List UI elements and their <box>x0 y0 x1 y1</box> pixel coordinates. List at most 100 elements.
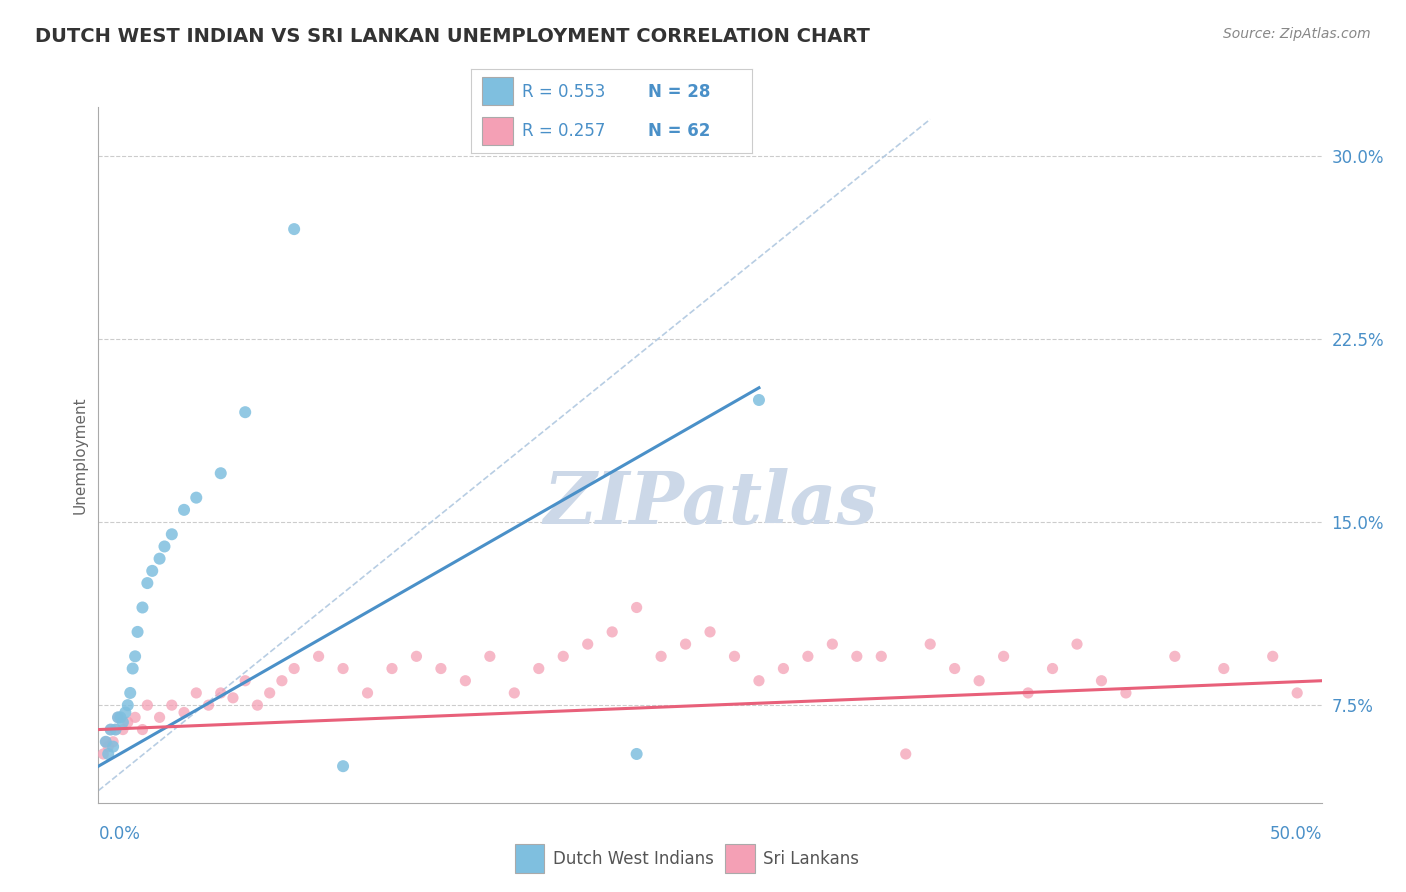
Point <box>209 686 232 700</box>
Text: R = 0.257: R = 0.257 <box>522 121 605 139</box>
Text: ZIPatlas: ZIPatlas <box>543 468 877 539</box>
Point <box>121 661 143 675</box>
Point <box>131 723 153 737</box>
Point <box>160 698 183 713</box>
Point <box>186 686 208 700</box>
Point <box>197 698 219 713</box>
Point <box>120 686 142 700</box>
Point <box>821 637 844 651</box>
Point <box>97 739 120 754</box>
Point <box>553 649 575 664</box>
Point <box>110 710 132 724</box>
Point <box>1017 686 1039 700</box>
Point <box>107 710 129 724</box>
Text: R = 0.553: R = 0.553 <box>522 83 605 101</box>
Point <box>94 735 117 749</box>
Point <box>332 661 354 675</box>
Point <box>101 735 124 749</box>
Y-axis label: Unemployment: Unemployment <box>72 396 87 514</box>
Point <box>454 673 477 688</box>
Point <box>675 637 697 651</box>
Point <box>1286 686 1309 700</box>
Text: 50.0%: 50.0% <box>1270 825 1322 843</box>
Point <box>748 392 770 407</box>
Bar <box>515 844 544 873</box>
Point <box>283 661 305 675</box>
Point <box>1042 661 1064 675</box>
Point <box>308 649 330 664</box>
Text: N = 62: N = 62 <box>648 121 710 139</box>
Point <box>246 698 269 713</box>
Point <box>626 600 648 615</box>
Point <box>748 673 770 688</box>
Point <box>772 661 794 675</box>
Point <box>920 637 942 651</box>
Point <box>259 686 281 700</box>
Point <box>233 673 256 688</box>
Point <box>527 661 550 675</box>
Point <box>870 649 893 664</box>
Point <box>100 723 122 737</box>
Bar <box>482 78 513 105</box>
Point <box>97 747 120 761</box>
Point <box>149 551 172 566</box>
Point <box>332 759 354 773</box>
Point <box>141 564 163 578</box>
Point <box>233 405 256 419</box>
Point <box>283 222 305 236</box>
Point <box>1212 661 1234 675</box>
Point <box>173 706 195 720</box>
Point <box>149 710 172 724</box>
Text: Source: ZipAtlas.com: Source: ZipAtlas.com <box>1223 27 1371 41</box>
Point <box>650 649 672 664</box>
Point <box>503 686 526 700</box>
Point <box>117 715 139 730</box>
Point <box>111 723 134 737</box>
Text: Dutch West Indians: Dutch West Indians <box>553 849 713 868</box>
Point <box>699 624 721 639</box>
Point <box>173 503 195 517</box>
Point <box>101 739 124 754</box>
Point <box>114 706 136 720</box>
Point <box>405 649 427 664</box>
Point <box>104 723 127 737</box>
Point <box>100 723 122 737</box>
Point <box>576 637 599 651</box>
Point <box>1261 649 1284 664</box>
Text: 0.0%: 0.0% <box>98 825 141 843</box>
Point <box>430 661 453 675</box>
Point <box>131 600 153 615</box>
Point <box>1115 686 1137 700</box>
Point <box>136 698 159 713</box>
Point <box>104 723 127 737</box>
Point <box>1066 637 1088 651</box>
Point <box>136 576 159 591</box>
Point <box>124 710 146 724</box>
Point <box>797 649 820 664</box>
Bar <box>725 844 755 873</box>
Point <box>381 661 404 675</box>
Point <box>993 649 1015 664</box>
Point <box>894 747 917 761</box>
Point <box>209 467 232 481</box>
Point <box>626 747 648 761</box>
Point <box>117 698 139 713</box>
Text: DUTCH WEST INDIAN VS SRI LANKAN UNEMPLOYMENT CORRELATION CHART: DUTCH WEST INDIAN VS SRI LANKAN UNEMPLOY… <box>35 27 870 45</box>
Point <box>124 649 146 664</box>
Point <box>153 540 176 554</box>
Point <box>1090 673 1112 688</box>
Point <box>160 527 183 541</box>
Point <box>478 649 501 664</box>
Point <box>127 624 149 639</box>
Point <box>222 690 245 705</box>
Point <box>600 624 623 639</box>
Point <box>111 715 134 730</box>
Point <box>1164 649 1187 664</box>
Text: N = 28: N = 28 <box>648 83 710 101</box>
Bar <box>482 117 513 145</box>
Point <box>107 710 129 724</box>
Point <box>186 491 208 505</box>
Text: Sri Lankans: Sri Lankans <box>763 849 859 868</box>
Point <box>967 673 990 688</box>
Point <box>94 735 117 749</box>
